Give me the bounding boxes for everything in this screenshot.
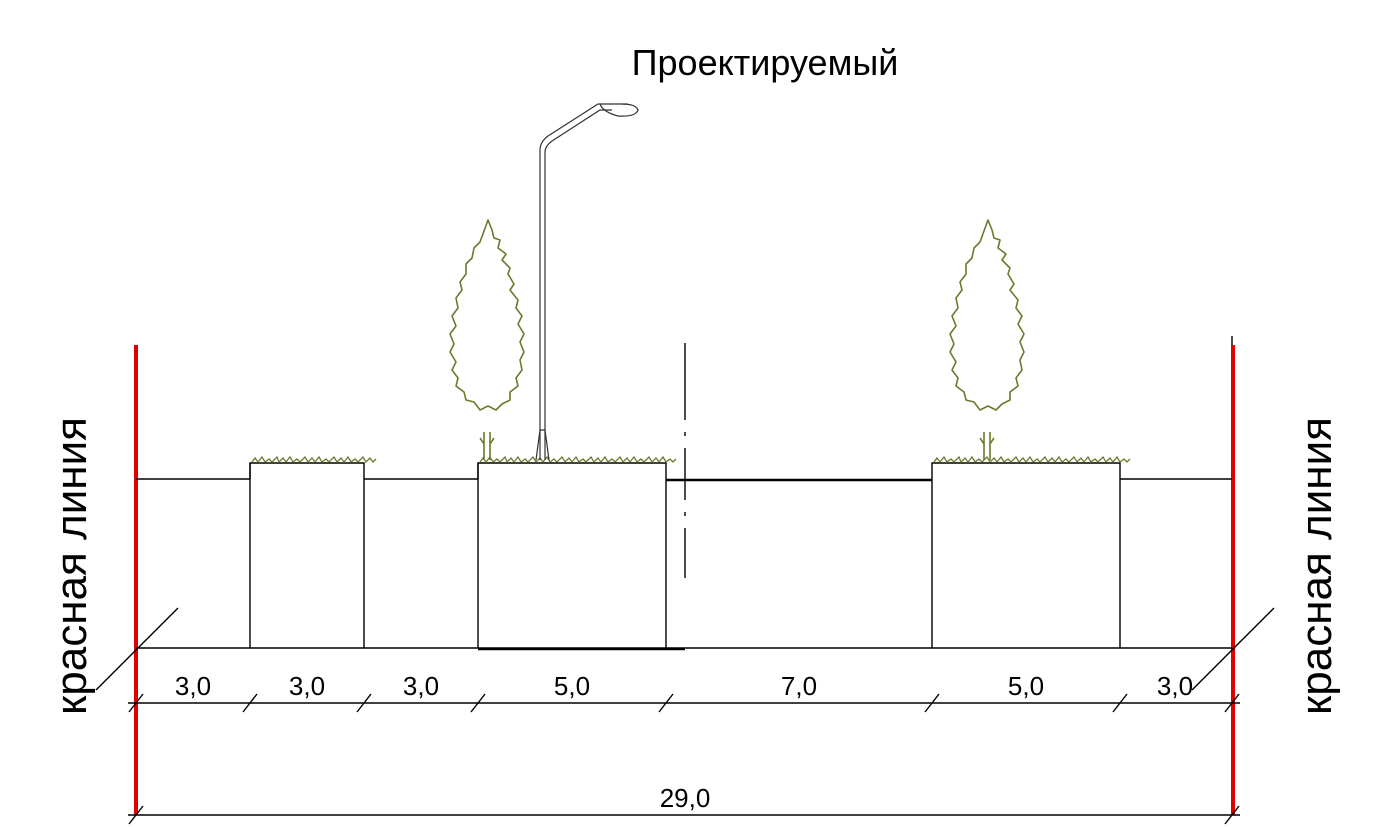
total-tick-right (1224, 805, 1240, 825)
extension-left (95, 607, 179, 691)
street-lamp-icon (535, 103, 639, 461)
dim-label-2: 3,0 (289, 671, 325, 701)
dim-label-6: 5,0 (1008, 671, 1044, 701)
dim-label-7: 3,0 (1157, 671, 1193, 701)
extension-right (1191, 607, 1275, 691)
red-line-left-label: красная линия (47, 417, 96, 715)
section-title: Проектируемый (632, 42, 899, 83)
grass-icon (933, 455, 1131, 464)
tree-icon (949, 219, 1025, 460)
section-verticals (249, 463, 1121, 648)
red-line-right-label: красная линия (1292, 417, 1341, 715)
dim-label-3: 3,0 (403, 671, 439, 701)
total-dimension-label: 29,0 (660, 783, 711, 813)
dim-label-1: 3,0 (175, 671, 211, 701)
dimension-ticks (128, 693, 1240, 713)
total-tick-left (128, 805, 144, 825)
tree-icon (449, 219, 525, 460)
dim-label-4: 5,0 (554, 671, 590, 701)
dim-label-5: 7,0 (781, 671, 817, 701)
grass-icon (479, 455, 677, 464)
surface-profile (136, 462, 1232, 482)
grass-icon (251, 455, 377, 464)
